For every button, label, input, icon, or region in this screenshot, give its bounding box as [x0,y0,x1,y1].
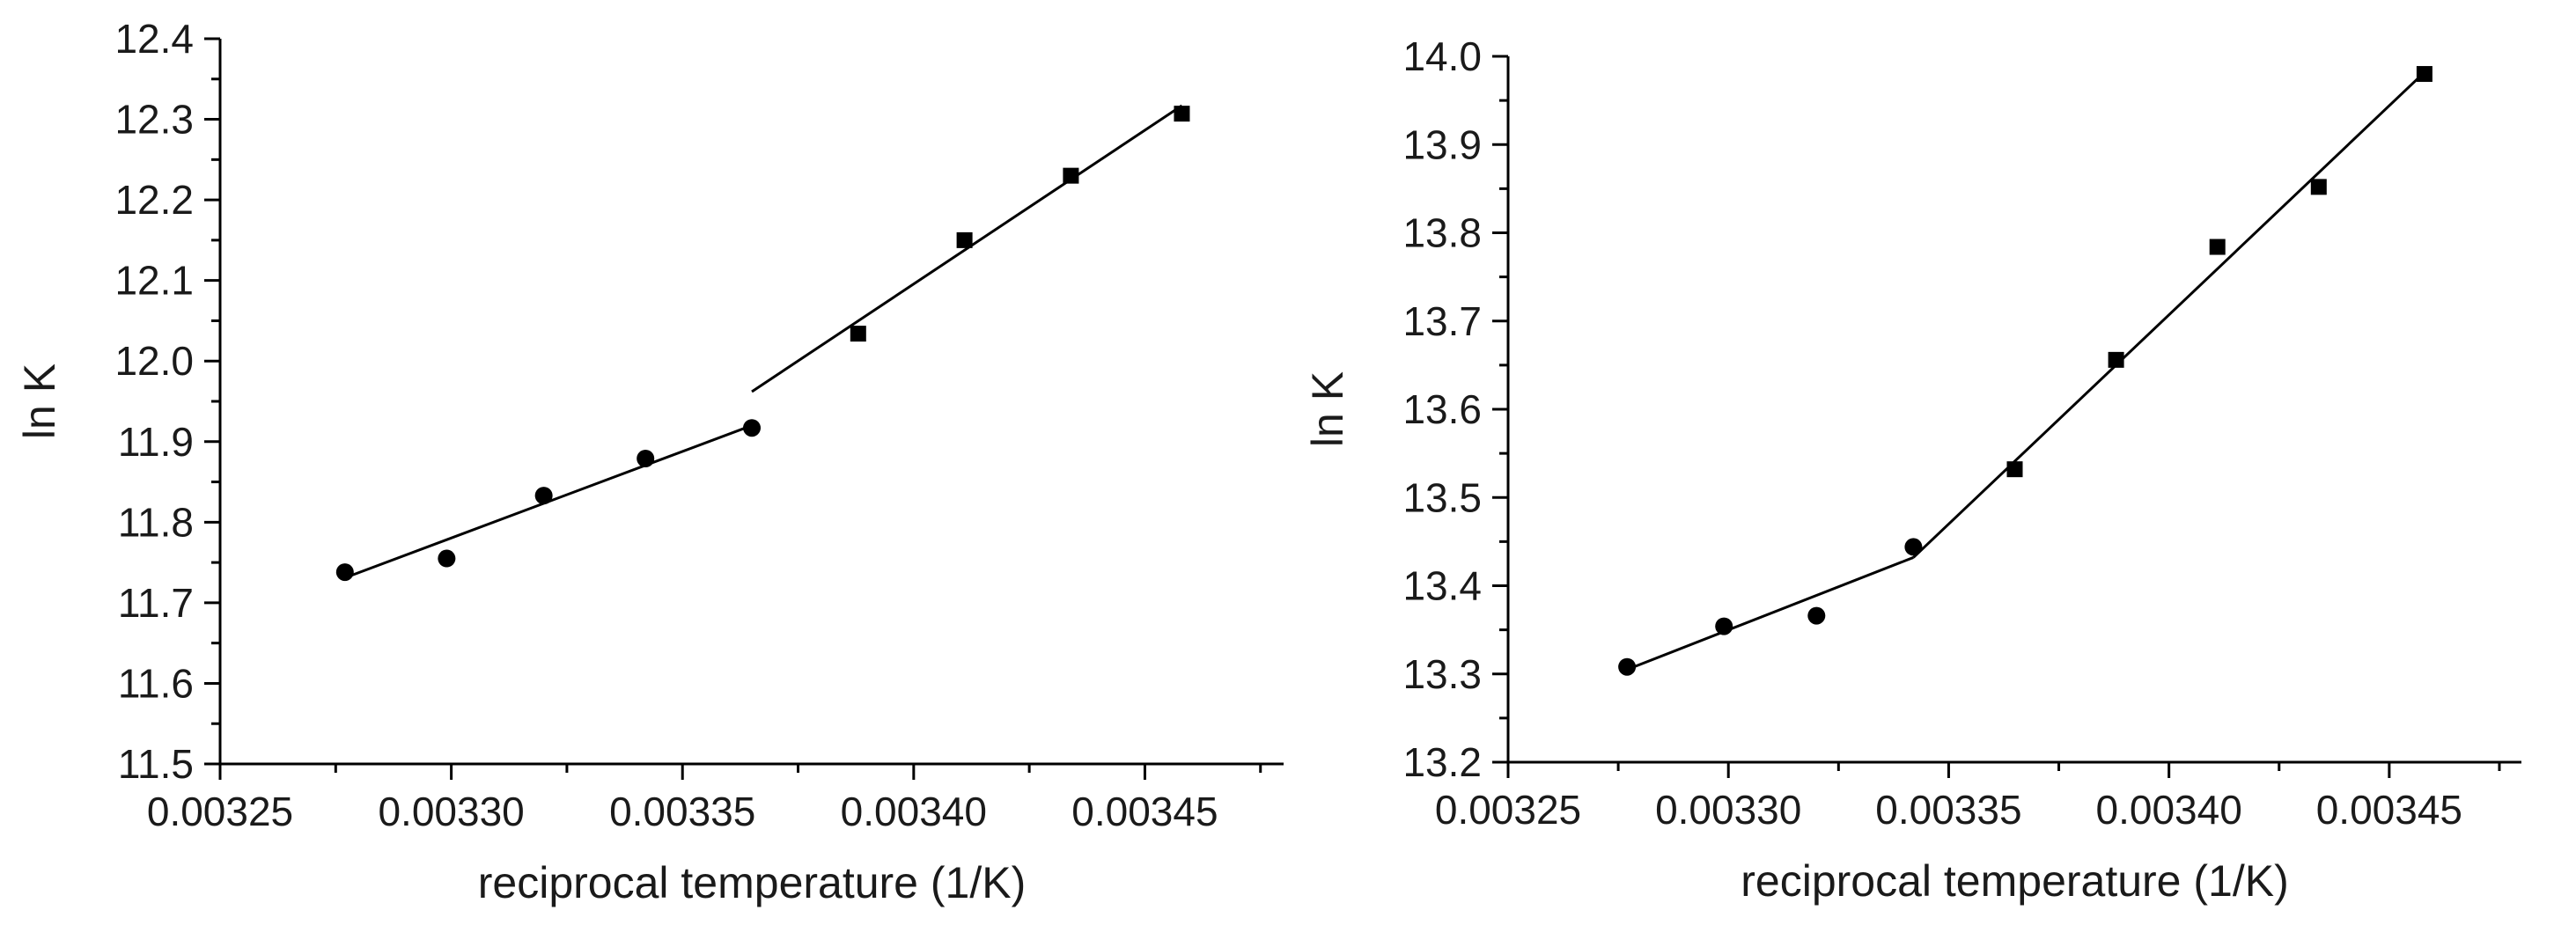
y-tick-label: 13.6 [1402,386,1482,432]
data-point-circle [534,487,553,505]
data-point-circle [1715,617,1733,635]
data-point-square [1174,106,1190,122]
y-axis-title: ln K [1303,371,1352,447]
fit-line [1626,556,1914,672]
x-axis-title: reciprocal temperature (1/K) [478,858,1026,907]
data-point-circle [438,549,456,568]
y-tick-label: 13.2 [1402,739,1482,785]
data-point-square [850,326,866,342]
data-point-circle [335,563,354,582]
series-2 [751,104,1190,393]
data-point-circle [1807,606,1826,625]
data-point-square [2310,179,2327,195]
x-tick-label: 0.00340 [2096,787,2242,833]
data-point-circle [1618,657,1637,676]
y-axis-title: ln K [15,363,64,439]
series-2 [1912,66,2432,559]
chart-2: 13.2 13.3 13.4 13.5 13.6 13.7 13.8 13.9 14.0 0.00… [1303,33,2521,906]
y-tick-label: 11.9 [118,419,194,465]
data-point-circle [1904,538,1923,556]
x-tick-label: 0.00345 [1071,789,1218,834]
x-axis-title: reciprocal temperature (1/K) [1741,856,2288,906]
x-tick-label: 0.00325 [147,789,293,834]
y-tick-label: 12.4 [114,16,194,62]
y-tick-label: 13.5 [1402,474,1482,520]
x-tick-label: 0.00330 [1655,787,1801,833]
data-point-circle [637,450,655,468]
data-point-circle [743,419,761,437]
fit-line [1912,70,2425,559]
data-point-square [2006,461,2023,478]
data-point-square [956,231,973,248]
y-tick-label: 12.1 [114,258,194,304]
y-tick-label: 13.9 [1402,121,1482,167]
data-point-square [2209,239,2226,255]
x-tick-label: 0.00345 [2316,787,2462,833]
data-point-square [1063,167,1079,184]
fit-line [751,104,1183,393]
y-tick-label: 11.8 [118,499,194,545]
y-tick-label: 14.0 [1402,33,1482,79]
y-tick-label: 13.4 [1402,563,1482,609]
y-tick-label: 13.3 [1402,651,1482,697]
y-tick-label: 12.0 [114,338,194,384]
y-tick-label: 11.5 [118,741,194,787]
x-tick-label: 0.00340 [841,789,987,834]
x-tick-label: 0.00335 [609,789,755,834]
data-point-square [2108,351,2124,368]
data-point-square [2416,66,2432,83]
x-tick-label: 0.00330 [378,789,524,834]
y-tick-label: 13.7 [1402,298,1482,344]
y-tick-label: 13.8 [1402,210,1482,256]
y-tick-label: 11.6 [118,660,194,706]
x-tick-label: 0.00325 [1435,787,1581,833]
series-1 [1618,538,1923,676]
y-tick-label: 12.2 [114,177,194,223]
chart-1: 11.5 11.6 11.7 11.8 11.9 12.0 12.1 12.2 12.3 12.4… [15,16,1284,907]
series-1 [335,419,761,582]
y-tick-label: 12.3 [114,97,194,143]
x-tick-label: 0.00335 [1875,787,2021,833]
y-tick-label: 11.7 [118,580,194,626]
